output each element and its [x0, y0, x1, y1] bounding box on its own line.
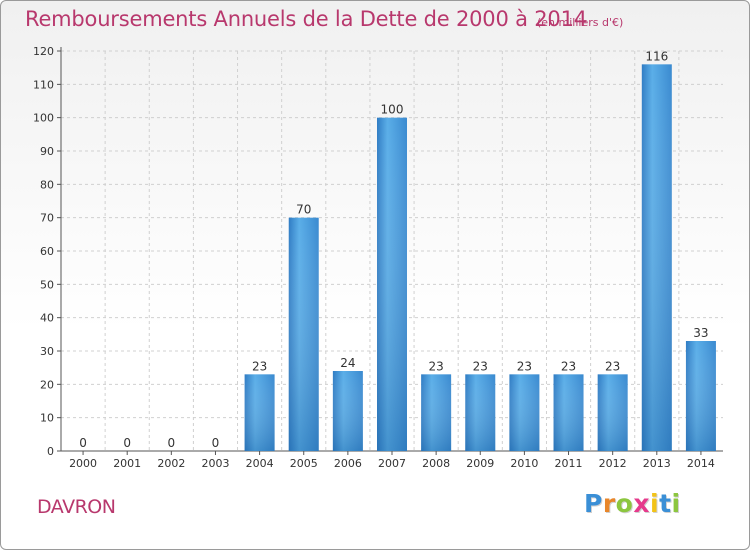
logo-letter: o — [615, 489, 634, 518]
y-tick-label: 70 — [40, 212, 54, 225]
bar-value-label: 0 — [212, 436, 220, 450]
bar-shade — [553, 374, 584, 451]
logo-letter: t — [659, 489, 672, 518]
bars — [244, 64, 716, 452]
bar-value-label: 0 — [123, 436, 131, 450]
bar-shade — [421, 374, 452, 451]
x-tick-label: 2011 — [555, 457, 583, 470]
bar-shade — [332, 371, 363, 451]
y-tick-label: 30 — [40, 345, 54, 358]
proxiti-logo: Proxiti — [584, 489, 681, 518]
bar-shade — [509, 374, 540, 451]
x-tick-label: 2005 — [290, 457, 318, 470]
x-tick-label: 2000 — [69, 457, 97, 470]
bar-value-label: 23 — [473, 359, 488, 373]
y-tick-label: 110 — [33, 78, 54, 91]
logo-letter: P — [584, 489, 603, 518]
commune-name: DAVRON — [37, 496, 116, 518]
bar-shade — [465, 374, 496, 451]
x-tick-label: 2013 — [643, 457, 671, 470]
bar-shade — [244, 374, 275, 451]
logo-letter: i — [650, 489, 660, 518]
logo-letter: r — [602, 489, 616, 518]
bar-shade — [685, 341, 716, 451]
x-tick-label: 2004 — [246, 457, 274, 470]
y-tick-label: 60 — [40, 245, 54, 258]
bar-shade — [288, 217, 319, 451]
x-tick-label: 2001 — [113, 457, 141, 470]
x-tick-label: 2002 — [157, 457, 185, 470]
x-tick-label: 2006 — [334, 457, 362, 470]
x-tick-label: 2010 — [510, 457, 538, 470]
y-tick-label: 80 — [40, 178, 54, 191]
y-tick-label: 120 — [33, 45, 54, 58]
chart-subtitle: (en milliers d'€) — [537, 16, 624, 29]
chart-title: Remboursements Annuels de la Dette de 20… — [25, 7, 587, 31]
bar-value-label: 24 — [340, 356, 355, 370]
bar-value-label: 23 — [252, 359, 267, 373]
labels: 0 10 20 30 40 50 60 70 80 90 100 110 120 0 2000 0 2001 0 2… — [33, 45, 715, 470]
bar-shade — [641, 64, 672, 452]
x-tick-label: 2012 — [599, 457, 627, 470]
x-tick-label: 2007 — [378, 457, 406, 470]
bar-value-label: 100 — [381, 103, 404, 117]
y-tick-label: 40 — [40, 312, 54, 325]
y-tick-label: 100 — [33, 112, 54, 125]
y-tick-label: 90 — [40, 145, 54, 158]
bar-value-label: 23 — [561, 359, 576, 373]
bar-value-label: 23 — [517, 359, 532, 373]
bar-value-label: 70 — [296, 203, 311, 217]
y-tick-label: 20 — [40, 378, 54, 391]
y-tick-label: 10 — [40, 412, 54, 425]
x-tick-label: 2014 — [687, 457, 715, 470]
bar-value-label: 0 — [79, 436, 87, 450]
bar-value-label: 33 — [693, 326, 708, 340]
bar-shade — [597, 374, 628, 451]
x-tick-label: 2008 — [422, 457, 450, 470]
bar-value-label: 23 — [428, 359, 443, 373]
bar-value-label: 0 — [168, 436, 176, 450]
y-tick-label: 50 — [40, 278, 54, 291]
bar-value-label: 23 — [605, 359, 620, 373]
bar-value-label: 116 — [645, 49, 668, 63]
x-tick-label: 2003 — [201, 457, 229, 470]
x-tick-label: 2009 — [466, 457, 494, 470]
logo-letter: i — [671, 489, 681, 518]
logo-letter: x — [633, 489, 650, 518]
bar-shade — [377, 117, 407, 452]
y-tick-label: 0 — [47, 445, 54, 458]
